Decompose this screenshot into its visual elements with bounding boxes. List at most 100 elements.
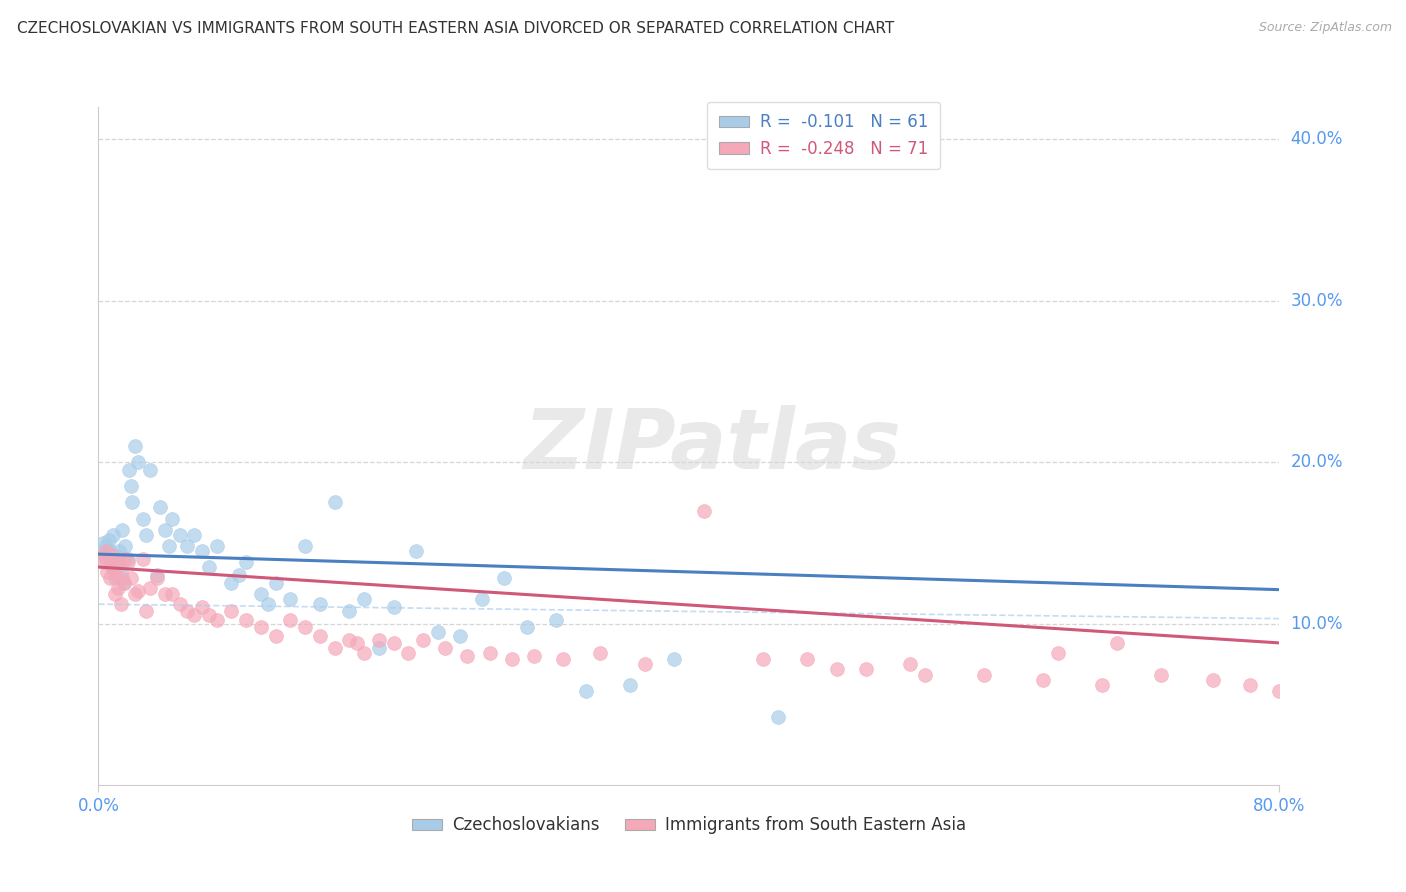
Point [973, 668, 995, 682]
Point [250, 620, 273, 634]
Point [127, 455, 149, 469]
Point [664, 652, 686, 666]
Point [264, 630, 287, 644]
Point [93, 547, 115, 561]
Point [346, 636, 368, 650]
Point [120, 571, 142, 585]
Point [191, 544, 214, 558]
Point [111, 571, 134, 585]
Point [103, 549, 125, 563]
Point [796, 652, 818, 666]
Text: CZECHOSLOVAKIAN VS IMMIGRANTS FROM SOUTH EASTERN ASIA DIVORCED OR SEPARATED CORR: CZECHOSLOVAKIAN VS IMMIGRANTS FROM SOUTH… [17, 21, 894, 36]
Point [93, 555, 115, 569]
Point [1239, 678, 1261, 692]
Point [110, 597, 132, 611]
Point [153, 587, 176, 601]
Point [103, 528, 125, 542]
Point [105, 568, 128, 582]
Point [228, 568, 250, 582]
Point [97, 552, 120, 566]
Point [176, 539, 198, 553]
Point [900, 657, 922, 671]
Point [107, 555, 129, 569]
Point [309, 597, 332, 611]
Point [353, 592, 375, 607]
Point [191, 600, 214, 615]
Point [111, 523, 134, 537]
Point [135, 528, 157, 542]
Point [412, 632, 434, 647]
Point [162, 511, 183, 525]
Point [264, 576, 287, 591]
Point [434, 640, 457, 655]
Point [825, 662, 848, 676]
Point [339, 632, 361, 647]
Point [693, 503, 716, 517]
Point [368, 640, 391, 655]
Point [104, 587, 127, 601]
Point [146, 568, 169, 582]
Point [449, 630, 471, 644]
Point [146, 571, 169, 585]
Point [257, 597, 280, 611]
Point [162, 587, 183, 601]
Point [501, 652, 523, 666]
Point [91, 536, 114, 550]
Text: ZIPatlas: ZIPatlas [523, 406, 901, 486]
Point [120, 479, 142, 493]
Point [176, 604, 198, 618]
Point [309, 630, 332, 644]
Point [124, 587, 146, 601]
Text: Source: ZipAtlas.com: Source: ZipAtlas.com [1258, 21, 1392, 34]
Point [110, 565, 132, 579]
Point [205, 539, 228, 553]
Point [1150, 668, 1173, 682]
Point [94, 544, 117, 558]
Point [124, 439, 146, 453]
Point [149, 500, 172, 515]
Point [235, 613, 257, 627]
Point [546, 613, 568, 627]
Point [457, 648, 479, 663]
Point [382, 636, 405, 650]
Text: 30.0%: 30.0% [1291, 292, 1343, 310]
Point [494, 571, 516, 585]
Point [91, 549, 114, 563]
Text: 20.0%: 20.0% [1291, 453, 1343, 471]
Point [1032, 673, 1054, 687]
Point [157, 539, 180, 553]
Point [752, 652, 775, 666]
Legend: Czechoslovakians, Immigrants from South Eastern Asia: Czechoslovakians, Immigrants from South … [405, 810, 973, 841]
Point [104, 571, 127, 585]
Point [368, 632, 391, 647]
Point [107, 581, 129, 595]
Point [1268, 684, 1291, 698]
Point [153, 523, 176, 537]
Point [382, 600, 405, 615]
Point [97, 533, 120, 547]
Point [398, 646, 420, 660]
Point [1202, 673, 1225, 687]
Point [105, 549, 128, 563]
Point [405, 544, 427, 558]
Point [1107, 636, 1129, 650]
Point [127, 584, 149, 599]
Point [112, 576, 135, 591]
Point [250, 587, 273, 601]
Text: 40.0%: 40.0% [1291, 130, 1343, 148]
Point [114, 552, 136, 566]
Point [471, 592, 494, 607]
Point [280, 592, 302, 607]
Point [855, 662, 877, 676]
Text: 10.0%: 10.0% [1291, 615, 1343, 632]
Point [108, 555, 131, 569]
Point [575, 684, 598, 698]
Point [96, 555, 118, 569]
Point [280, 613, 302, 627]
Point [139, 463, 162, 477]
Point [634, 657, 657, 671]
Point [132, 552, 155, 566]
Point [478, 646, 501, 660]
Point [135, 604, 157, 618]
Point [98, 544, 121, 558]
